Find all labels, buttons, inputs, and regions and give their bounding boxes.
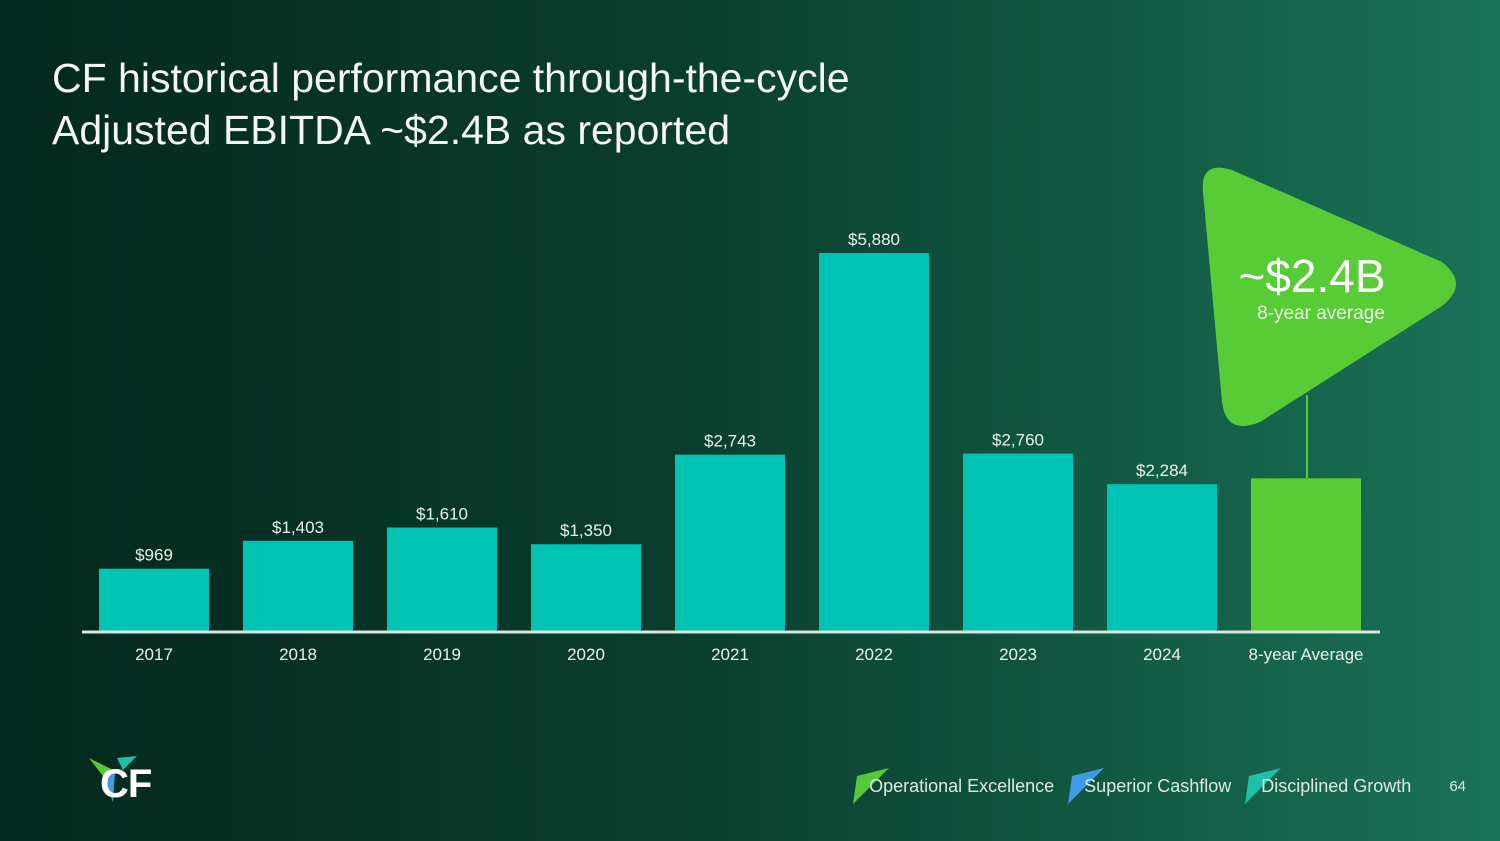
cf-logo-icon [89,756,137,802]
x-tick-label: 2017 [135,645,173,664]
pillar-label: Superior Cashflow [1084,776,1232,796]
bar-2018 [243,540,353,631]
average-callout: ~$2.4B 8-year average [1202,167,1456,478]
callout-subtitle: 8-year average [1257,303,1385,324]
bar-value-label: $1,610 [416,505,468,524]
bar-2017 [99,568,209,631]
bar-value-label: $5,880 [848,230,900,249]
bar-2021 [675,454,785,631]
title-line-2: Adjusted EBITDA ~$2.4B as reported [52,107,731,153]
x-tick-label: 2019 [423,645,461,664]
bar-8-year-average [1251,478,1361,631]
x-tick-label: 2023 [999,645,1037,664]
x-tick-label: 2021 [711,645,749,664]
bar-value-label: $1,403 [272,518,324,537]
teal-swoosh-icon [1245,768,1282,804]
green-swoosh-icon [853,768,890,804]
bar-value-label: $1,350 [560,521,612,540]
pillar-operational-excellence: Operational Excellence [853,768,1055,804]
bar-2024 [1107,484,1217,631]
logo-text: CF [100,762,152,806]
bar-2023 [963,453,1073,631]
callout-value: ~$2.4B [1238,250,1385,302]
bars-group: $969 $1,403 $1,610 $1,350 $2,743 $5,880 $2,760… [99,230,1361,631]
bar-value-label: $2,743 [704,432,756,451]
x-tick-label: 2018 [279,645,317,664]
callout-triangle [1202,167,1456,427]
blue-swoosh-icon [1068,768,1105,804]
slide-title: CF historical performance through-the-cy… [52,52,850,156]
pillar-label: Operational Excellence [869,776,1055,796]
bar-value-label: $2,760 [992,431,1044,450]
pillar-label: Disciplined Growth [1261,776,1412,796]
bar-2020 [531,544,641,631]
bar-value-label: $969 [135,546,173,565]
x-tick-label: 2022 [855,645,893,664]
x-tick-label: 8-year Average [1249,645,1364,664]
bar-2022 [819,253,929,631]
page-number: 64 [1449,778,1466,795]
bar-value-label: $2,284 [1136,461,1188,480]
pillar-disciplined-growth: Disciplined Growth [1245,768,1412,804]
title-line-1: CF historical performance through-the-cy… [52,55,850,101]
x-tick-label: 2024 [1143,645,1181,664]
footer-pillars: Operational Excellence Superior Cashflow… [845,768,1466,804]
x-tick-label: 2020 [567,645,605,664]
pillar-superior-cashflow: Superior Cashflow [1068,768,1232,804]
tick-labels-group: 2017 2018 2019 2020 2021 2022 2023 2024 8-year A… [135,645,1363,664]
bar-2019 [387,527,497,631]
